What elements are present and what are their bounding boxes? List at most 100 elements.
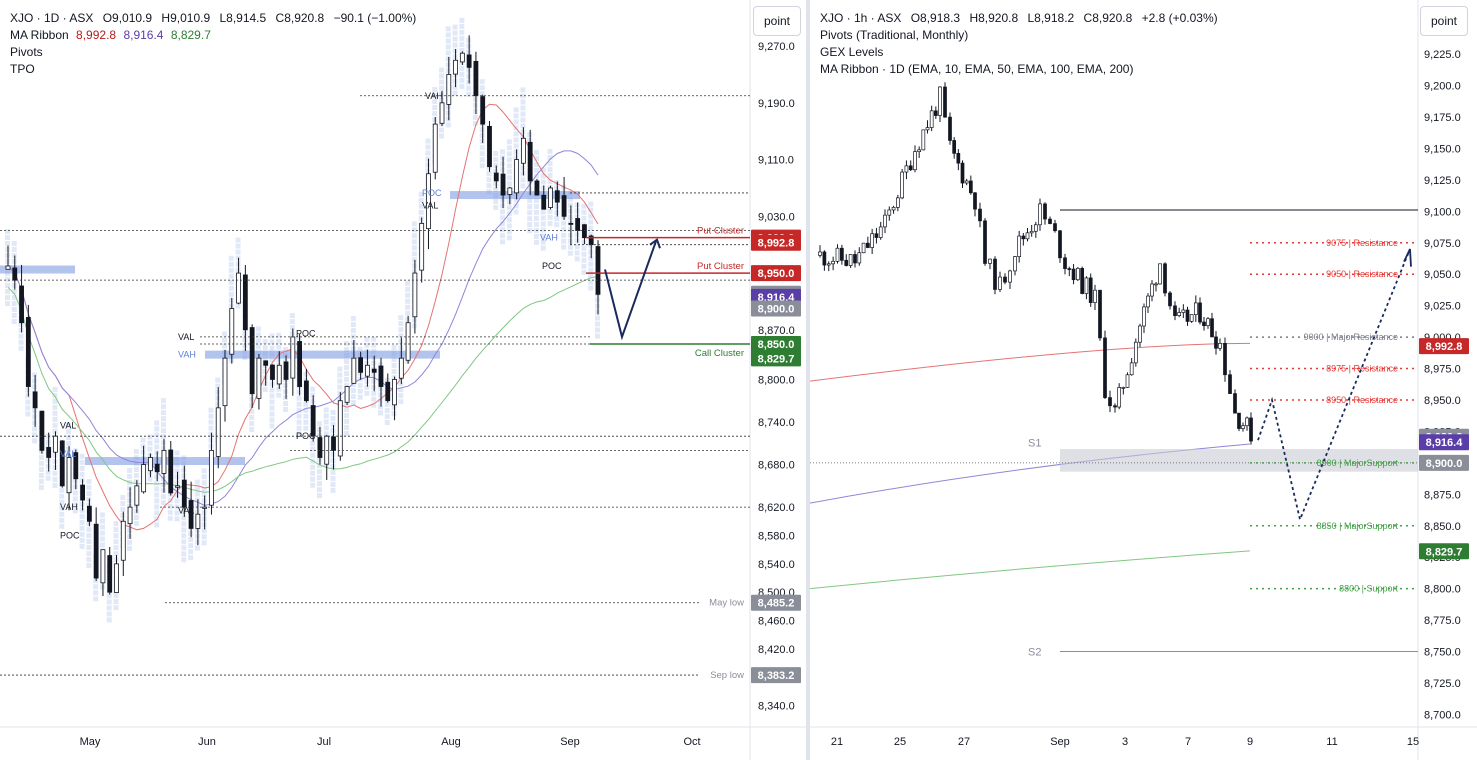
right-symbol-row: XJO · 1h · ASX O8,918.3 H8,920.8 L8,918.… — [820, 10, 1218, 27]
tpo-block — [66, 441, 72, 447]
tpo-block — [154, 420, 160, 426]
right-indicator-ma-ribbon[interactable]: MA Ribbon · 1D (EMA, 10, EMA, 50, EMA, 1… — [820, 62, 1134, 76]
x-tick-label: Sep — [1050, 736, 1070, 748]
candle-body — [1067, 268, 1072, 270]
tpo-block — [344, 371, 350, 377]
candle-body — [913, 151, 917, 171]
tpo-block — [513, 203, 519, 209]
tpo-block — [554, 216, 560, 222]
sep-low-label: Sep low — [710, 670, 744, 681]
candle-body — [929, 110, 934, 128]
tpo-block — [439, 85, 445, 91]
tpo-block — [398, 393, 404, 399]
candle-body — [1033, 224, 1038, 232]
pane-divider[interactable] — [806, 0, 810, 760]
candle-body — [1129, 362, 1134, 376]
tpo-block — [506, 157, 512, 163]
tpo-block — [181, 533, 187, 539]
tpo-block — [405, 286, 411, 292]
candle-body — [1125, 374, 1130, 388]
candle-body — [1154, 283, 1158, 286]
tpo-block — [452, 30, 458, 36]
gex-level-label: 8950 | Resistance — [1326, 395, 1398, 405]
left-symbol-row: XJO · 1D · ASX O9,010.9 H9,010.9 L8,914.… — [10, 10, 416, 27]
tpo-block — [316, 469, 322, 475]
tpo-block — [72, 508, 78, 514]
tpo-block — [533, 173, 539, 179]
right-chart-svg[interactable]: 9,250.09,225.09,200.09,175.09,150.09,125… — [810, 0, 1477, 760]
tpo-block — [181, 545, 187, 551]
tpo-block — [316, 475, 322, 481]
tpo-block — [574, 256, 580, 262]
tpo-block — [520, 183, 526, 189]
tpo-block — [269, 345, 275, 351]
tpo-block — [113, 533, 119, 539]
tpo-block — [411, 239, 417, 245]
put-cluster-label: Put Cluster — [697, 261, 744, 272]
y-tick-label: 9,030.0 — [758, 211, 795, 223]
tpo-block — [296, 413, 302, 419]
right-unit-button[interactable]: point — [1420, 6, 1468, 36]
candle-body — [439, 102, 445, 124]
x-tick-label: 15 — [1407, 736, 1419, 748]
x-tick-label: 3 — [1122, 736, 1128, 748]
left-unit-button[interactable]: point — [753, 6, 801, 36]
candle-body — [968, 180, 973, 194]
tpo-block — [364, 384, 370, 390]
tpo-block — [459, 83, 465, 89]
left-indicator-tpo[interactable]: TPO — [10, 62, 35, 76]
tpo-block — [547, 178, 553, 184]
tpo-block — [588, 219, 594, 225]
tpo-block — [160, 500, 166, 506]
left-chart-svg[interactable]: 9,270.0 9,190.0 9,110.0 9,030.0 8,950.0 8,870… — [0, 0, 806, 760]
candle-body — [822, 251, 827, 266]
candle-body — [1088, 277, 1093, 303]
tpo-block — [72, 502, 78, 508]
candle-body — [887, 209, 892, 216]
right-indicator-gex[interactable]: GEX Levels — [820, 45, 884, 59]
right-indicator-pivots[interactable]: Pivots (Traditional, Monthly) — [820, 28, 969, 42]
candle-body — [317, 437, 323, 458]
tpo-block — [567, 250, 573, 256]
tpo-block — [527, 204, 533, 210]
tpo-block — [255, 338, 261, 344]
tpo-block — [500, 227, 506, 233]
s1-band — [1060, 449, 1418, 472]
tpo-block — [344, 413, 350, 419]
tpo-block — [540, 245, 546, 251]
tpo-block — [113, 599, 119, 605]
candle-body — [1117, 387, 1122, 408]
left-chart-pane[interactable]: 9,270.0 9,190.0 9,110.0 9,030.0 8,950.0 8,870… — [0, 0, 806, 760]
tpo-block — [323, 407, 329, 413]
tpo-block — [32, 372, 38, 378]
tpo-block — [52, 482, 58, 488]
tpo-block — [459, 35, 465, 41]
tpo-block — [350, 400, 356, 406]
tpo-block — [303, 413, 309, 419]
tpo-block — [330, 481, 336, 487]
tpo-block — [228, 273, 234, 279]
tpo-block — [350, 328, 356, 334]
tpo-block — [459, 23, 465, 29]
y-tick-label: 9,200.0 — [1424, 81, 1461, 93]
tpo-label: POC — [296, 328, 316, 338]
tpo-block — [595, 327, 600, 333]
tpo-block — [364, 336, 370, 342]
tpo-block — [167, 503, 173, 509]
tpo-block — [120, 500, 126, 506]
candle-body — [1113, 405, 1117, 408]
tpo-block — [574, 250, 580, 256]
tpo-block — [344, 419, 350, 425]
y-tick-label: 9,190.0 — [758, 98, 795, 110]
left-indicator-pivots[interactable]: Pivots — [10, 45, 43, 59]
tpo-block — [113, 551, 119, 557]
tpo-block — [93, 596, 99, 602]
candle-body — [595, 246, 601, 295]
tpo-block — [79, 459, 85, 465]
tpo-block — [11, 312, 17, 318]
left-indicator-ma-ribbon[interactable]: MA Ribbon 8,992.8 8,916.4 8,829.7 — [10, 27, 416, 44]
right-chart-pane[interactable]: 9,250.09,225.09,200.09,175.09,150.09,125… — [810, 0, 1477, 760]
candle-body — [466, 54, 472, 68]
tpo-block — [52, 392, 58, 398]
candle-body — [978, 208, 982, 222]
